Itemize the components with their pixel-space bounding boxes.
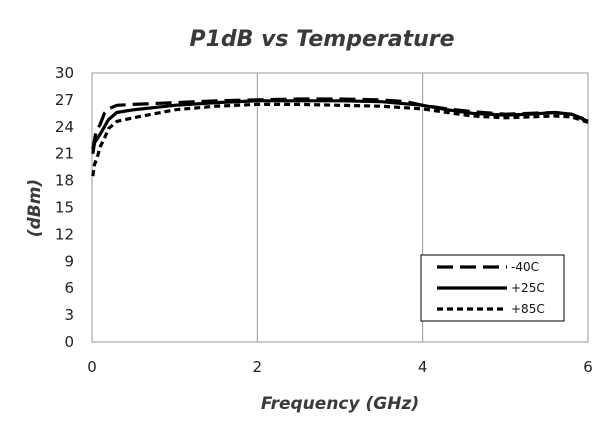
- y-tick-label: 30: [55, 64, 74, 82]
- x-tick-label: 4: [418, 358, 428, 376]
- x-tick-label: 2: [253, 358, 263, 376]
- y-tick-label: 6: [64, 279, 74, 297]
- y-tick-label: 12: [55, 225, 74, 243]
- legend-entry-label: -40C: [511, 260, 539, 274]
- legend-entry-label: +25C: [511, 281, 545, 295]
- legend-entry-label: +85C: [511, 302, 545, 316]
- chart-title: P1dB vs Temperature: [189, 27, 454, 52]
- x-tick-label: 0: [87, 358, 97, 376]
- y-tick-label: 15: [55, 199, 74, 217]
- y-tick-label: 9: [64, 252, 74, 270]
- series-layer: [91, 97, 589, 177]
- y-tick-label: 18: [55, 172, 74, 190]
- y-tick-label: 27: [55, 91, 74, 109]
- series-line-25C: [91, 99, 589, 154]
- series-line-40C: [91, 97, 589, 150]
- grid-lines: [256, 73, 424, 342]
- x-tick-label: 6: [583, 358, 593, 376]
- series-line-85C: [91, 102, 589, 177]
- plot-border: [91, 72, 589, 343]
- y-tick-label: 21: [55, 145, 74, 163]
- legend: -40C +25C +85C: [420, 254, 565, 322]
- y-axis-label: (dBm): [25, 179, 45, 237]
- x-axis-label: Frequency (GHz): [261, 394, 419, 414]
- y-tick-label: 24: [55, 118, 74, 136]
- plot-area: [91, 72, 589, 343]
- y-tick-label: 0: [64, 333, 74, 351]
- y-tick-label: 3: [64, 306, 74, 324]
